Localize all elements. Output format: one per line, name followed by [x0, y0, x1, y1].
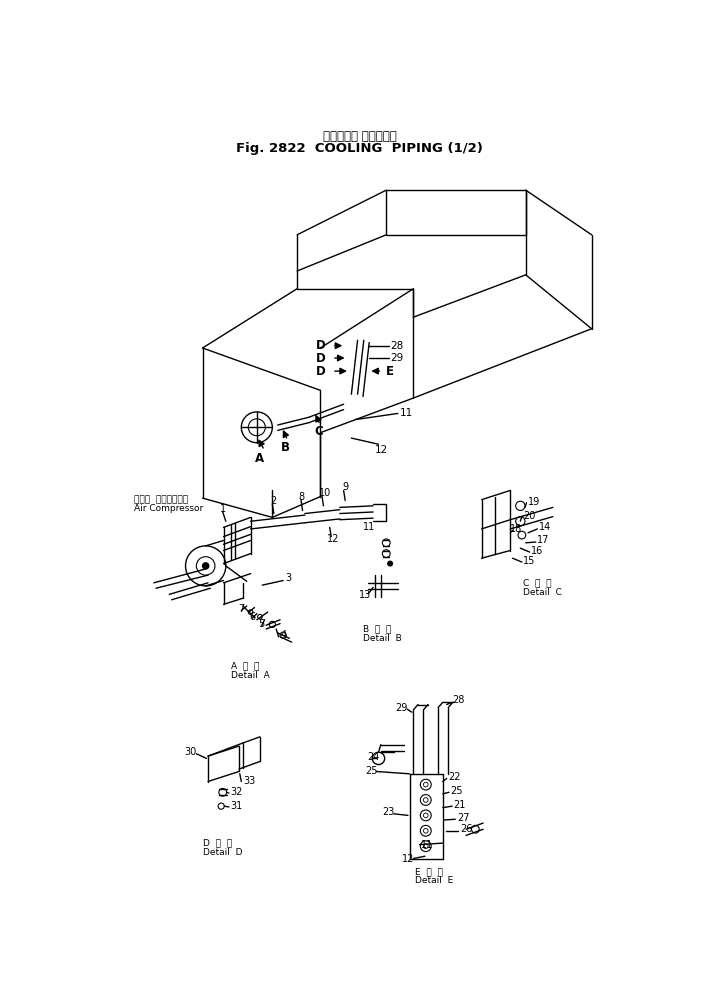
- Text: 18: 18: [510, 524, 522, 534]
- Text: 24: 24: [367, 752, 379, 762]
- Text: 9: 9: [342, 482, 348, 492]
- Text: 21: 21: [453, 800, 466, 810]
- Text: 31: 31: [231, 802, 243, 812]
- Text: D: D: [316, 365, 325, 378]
- Text: C  詳  細: C 詳 細: [524, 578, 552, 587]
- Circle shape: [202, 563, 209, 569]
- Text: 4: 4: [280, 630, 286, 640]
- Text: 5: 5: [259, 619, 264, 629]
- Text: 12: 12: [327, 534, 339, 544]
- Text: Detail  E: Detail E: [415, 876, 453, 885]
- Text: 10: 10: [319, 487, 331, 497]
- Text: 25: 25: [451, 785, 463, 796]
- Text: B: B: [281, 441, 290, 454]
- Text: B  詳  細: B 詳 細: [363, 624, 392, 633]
- Text: A  詳  細: A 詳 細: [231, 662, 259, 671]
- Text: 8: 8: [299, 491, 305, 501]
- Text: Detail  D: Detail D: [202, 848, 242, 857]
- Text: 28: 28: [390, 340, 404, 350]
- Text: 19: 19: [528, 497, 541, 507]
- Text: 25: 25: [366, 766, 378, 776]
- Text: 20: 20: [524, 511, 536, 521]
- Text: 14: 14: [539, 523, 551, 533]
- Text: 28: 28: [452, 695, 465, 705]
- Text: 6: 6: [249, 611, 255, 621]
- Text: E  詳  細: E 詳 細: [415, 867, 443, 876]
- Text: A: A: [255, 451, 264, 464]
- Text: 22: 22: [449, 772, 460, 781]
- Text: 7: 7: [238, 604, 245, 614]
- Text: 11: 11: [363, 523, 375, 533]
- Text: D: D: [316, 351, 325, 365]
- Text: 29: 29: [396, 703, 408, 713]
- Text: 13: 13: [359, 590, 371, 600]
- Text: 3: 3: [285, 573, 292, 583]
- Text: Detail  C: Detail C: [524, 587, 562, 596]
- Text: 12: 12: [401, 854, 414, 863]
- Text: 11: 11: [421, 840, 433, 850]
- Text: 23: 23: [382, 808, 395, 818]
- Text: 16: 16: [531, 546, 543, 556]
- Text: 32: 32: [231, 787, 243, 798]
- Text: 2: 2: [270, 496, 276, 507]
- Text: 12: 12: [375, 445, 388, 455]
- Text: D  詳  細: D 詳 細: [202, 839, 232, 848]
- Text: 11: 11: [399, 409, 413, 419]
- Text: C: C: [314, 425, 323, 438]
- Text: 29: 29: [390, 353, 404, 363]
- Text: 26: 26: [460, 825, 472, 834]
- Text: 27: 27: [457, 813, 470, 823]
- Text: クーリング パイピング: クーリング パイピング: [323, 130, 396, 143]
- Text: 1: 1: [219, 504, 226, 514]
- Text: 33: 33: [243, 776, 255, 786]
- Text: Fig. 2822  COOLING  PIPING (1/2): Fig. 2822 COOLING PIPING (1/2): [236, 142, 484, 155]
- Text: D: D: [316, 339, 325, 352]
- Text: 17: 17: [537, 536, 550, 546]
- Text: E: E: [385, 365, 394, 378]
- Text: Detail  B: Detail B: [363, 633, 401, 642]
- Text: Detail  A: Detail A: [231, 671, 270, 680]
- Text: Air Compressor: Air Compressor: [134, 505, 204, 514]
- Text: 15: 15: [524, 556, 536, 566]
- Circle shape: [388, 561, 392, 566]
- Text: 30: 30: [185, 747, 197, 757]
- Text: エアー  コンプレッサ: エアー コンプレッサ: [134, 495, 188, 505]
